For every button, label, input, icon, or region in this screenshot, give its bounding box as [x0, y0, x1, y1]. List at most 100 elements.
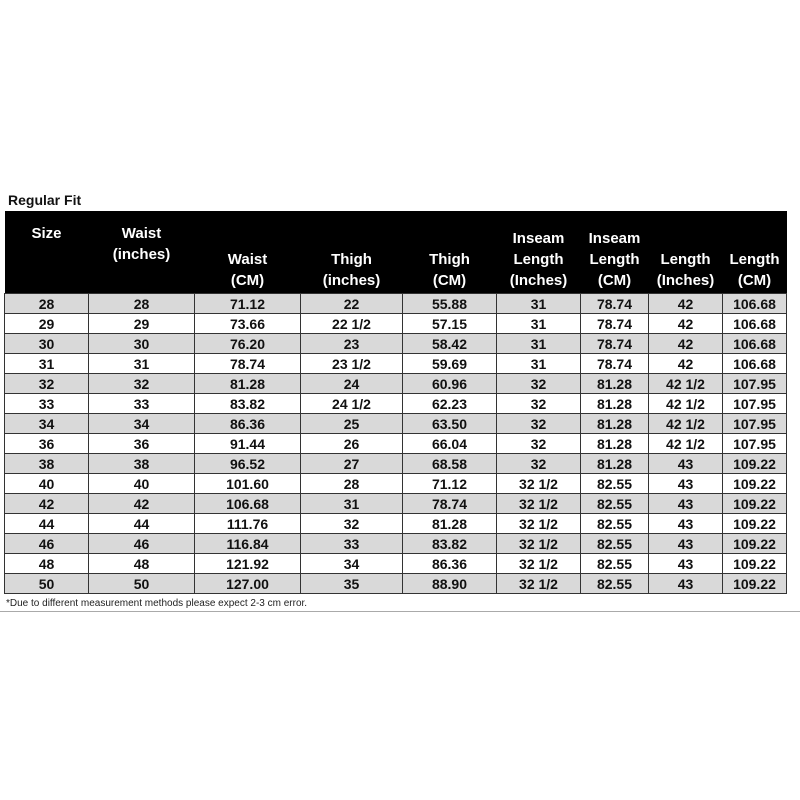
table-cell: 78.74	[194, 353, 301, 374]
column-header-line: (CM)	[597, 272, 632, 289]
column-header-line: Length	[589, 251, 640, 268]
table-cell: 101.60	[194, 473, 301, 494]
column-header-line: Thigh	[331, 251, 372, 268]
table-row: 36 36 91.44 26 66.04 32 81.28 42 1/2 107.95	[4, 433, 787, 454]
table-cell: 73.66	[194, 313, 301, 334]
column-header: Thigh (inches)	[300, 211, 403, 294]
table-cell: 28	[300, 473, 403, 494]
column-header-line: (CM)	[230, 272, 265, 289]
table-cell: 38	[88, 453, 195, 474]
table-row: 38 38 96.52 27 68.58 32 81.28 43 109.22	[4, 453, 787, 474]
table-cell: 58.42	[402, 333, 497, 354]
table-cell: 109.22	[722, 513, 787, 534]
table-cell: 32 1/2	[496, 473, 581, 494]
table-cell: 78.74	[580, 333, 649, 354]
table-cell: 31	[4, 353, 89, 374]
table-cell: 22 1/2	[300, 313, 403, 334]
table-cell: 42	[648, 293, 723, 314]
table-cell: 109.22	[722, 533, 787, 554]
table-cell: 42	[4, 493, 89, 514]
table-cell: 78.74	[580, 353, 649, 374]
table-cell: 33	[4, 393, 89, 414]
column-header: Length (Inches)	[648, 211, 723, 294]
column-header-line: Inseam	[588, 230, 641, 247]
column-header-line: Waist	[227, 251, 268, 268]
table-cell: 106.68	[722, 293, 787, 314]
table-cell: 48	[4, 553, 89, 574]
table-cell: 81.28	[580, 433, 649, 454]
table-cell: 42 1/2	[648, 393, 723, 414]
table-cell: 43	[648, 473, 723, 494]
column-header: Inseam Length (Inches)	[496, 211, 581, 294]
table-cell: 81.28	[580, 373, 649, 394]
table-cell: 82.55	[580, 493, 649, 514]
table-cell: 32 1/2	[496, 533, 581, 554]
table-cell: 26	[300, 433, 403, 454]
table-row: 29 29 73.66 22 1/2 57.15 31 78.74 42 106.68	[4, 313, 787, 334]
table-cell: 43	[648, 513, 723, 534]
table-cell: 23 1/2	[300, 353, 403, 374]
column-header-line: (CM)	[737, 272, 772, 289]
table-cell: 106.68	[722, 313, 787, 334]
table-cell: 38	[4, 453, 89, 474]
table-row: 44 44 111.76 32 81.28 32 1/2 82.55 43 109.22	[4, 513, 787, 534]
table-row: 50 50 127.00 35 88.90 32 1/2 82.55 43 109.22	[4, 573, 787, 594]
table-cell: 107.95	[722, 373, 787, 394]
table-cell: 33	[300, 533, 403, 554]
size-chart-table: Size Waist (inches) Waist (CM) Thigh (inches) T…	[4, 211, 787, 594]
column-header: Inseam Length (CM)	[580, 211, 649, 294]
column-header-line: Waist	[121, 225, 162, 242]
table-cell: 60.96	[402, 373, 497, 394]
column-header-line: (inches)	[112, 246, 171, 263]
table-cell: 71.12	[194, 293, 301, 314]
table-cell: 32	[88, 373, 195, 394]
table-cell: 50	[88, 573, 195, 594]
table-cell: 31	[496, 293, 581, 314]
table-cell: 35	[300, 573, 403, 594]
table-cell: 32 1/2	[496, 493, 581, 514]
table-cell: 107.95	[722, 433, 787, 454]
table-cell: 106.68	[194, 493, 301, 514]
table-cell: 83.82	[402, 533, 497, 554]
table-cell: 23	[300, 333, 403, 354]
table-cell: 28	[4, 293, 89, 314]
table-cell: 31	[300, 493, 403, 514]
table-cell: 30	[88, 333, 195, 354]
table-cell: 32	[496, 433, 581, 454]
table-cell: 32	[496, 453, 581, 474]
table-cell: 81.28	[580, 453, 649, 474]
table-cell: 57.15	[402, 313, 497, 334]
table-cell: 27	[300, 453, 403, 474]
table-cell: 43	[648, 533, 723, 554]
table-row: 32 32 81.28 24 60.96 32 81.28 42 1/2 107.95	[4, 373, 787, 394]
table-cell: 63.50	[402, 413, 497, 434]
table-cell: 43	[648, 453, 723, 474]
table-cell: 29	[88, 313, 195, 334]
table-cell: 127.00	[194, 573, 301, 594]
table-cell: 59.69	[402, 353, 497, 374]
table-cell: 32	[496, 373, 581, 394]
column-header: Waist (inches)	[88, 211, 195, 294]
table-cell: 36	[4, 433, 89, 454]
table-cell: 78.74	[580, 293, 649, 314]
table-cell: 31	[496, 333, 581, 354]
table-row: 46 46 116.84 33 83.82 32 1/2 82.55 43 109.22	[4, 533, 787, 554]
table-cell: 31	[496, 353, 581, 374]
table-cell: 32 1/2	[496, 553, 581, 574]
table-row: 28 28 71.12 22 55.88 31 78.74 42 106.68	[4, 293, 787, 314]
table-cell: 78.74	[402, 493, 497, 514]
table-cell: 96.52	[194, 453, 301, 474]
table-cell: 28	[88, 293, 195, 314]
table-cell: 116.84	[194, 533, 301, 554]
table-cell: 83.82	[194, 393, 301, 414]
column-header: Size	[4, 211, 89, 294]
table-cell: 91.44	[194, 433, 301, 454]
table-cell: 111.76	[194, 513, 301, 534]
header-row: Size Waist (inches) Waist (CM) Thigh (inches) T…	[4, 211, 787, 294]
column-header-line: Length	[660, 251, 711, 268]
column-header-line: Length	[729, 251, 780, 268]
table-cell: 22	[300, 293, 403, 314]
table-cell: 82.55	[580, 513, 649, 534]
table-cell: 32	[496, 393, 581, 414]
table-cell: 42 1/2	[648, 433, 723, 454]
